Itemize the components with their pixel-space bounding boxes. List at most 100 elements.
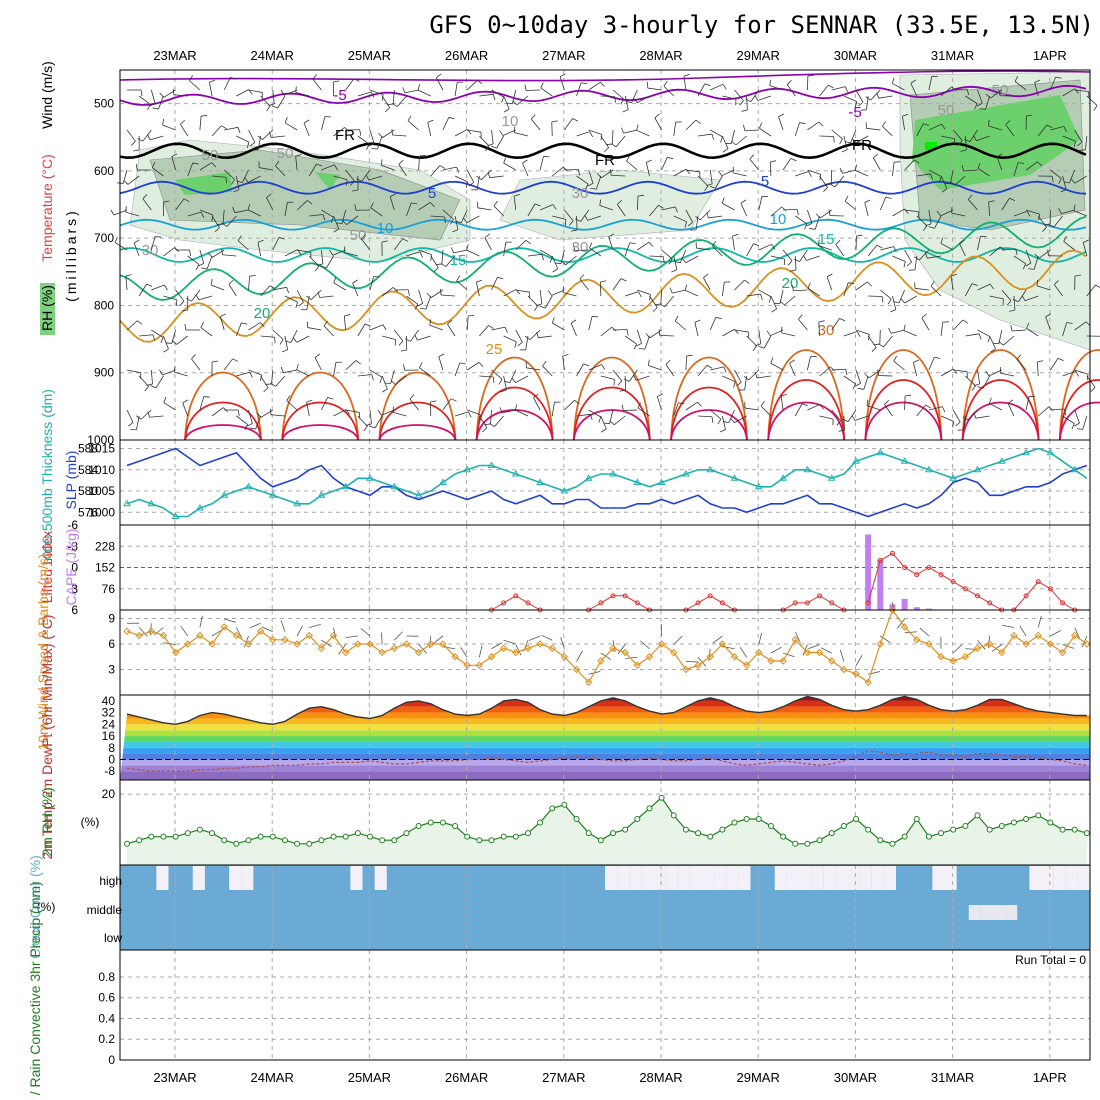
wind-barb-flag (985, 370, 990, 377)
wind-barb-flag (858, 101, 864, 107)
wind-barb (977, 236, 981, 251)
contour-label: 20 (254, 305, 271, 322)
wind-barb (918, 249, 930, 261)
wind-barb (419, 367, 431, 377)
wind-barb-flag (867, 281, 872, 287)
wind-barb (892, 162, 895, 177)
wind-barb (798, 319, 808, 331)
wind-barb (608, 236, 614, 251)
wind-barb-flag (414, 304, 419, 310)
wind-barb-flag (165, 342, 172, 344)
wind-barb-flag (411, 202, 418, 205)
wind-barb-flag (230, 77, 237, 80)
wind-barb (392, 411, 407, 417)
wind-barb-flag (828, 84, 834, 89)
wind-barb (345, 169, 355, 182)
wind-barb-flag (722, 420, 729, 424)
wind-barb-flag (838, 429, 845, 432)
wind-barb-flag (322, 214, 326, 221)
wind-speed-point (876, 640, 885, 648)
rh-area-high (912, 95, 1080, 190)
contour-label: 30 (572, 239, 589, 256)
wind-barb-flag (385, 107, 391, 113)
wind-barb-flag (950, 273, 957, 277)
wind-barb (784, 295, 796, 306)
wind-barb (916, 404, 926, 417)
rh-point (658, 794, 665, 801)
wind-barb-flag (249, 142, 256, 147)
wind-barb (659, 334, 674, 337)
wind-barb (916, 173, 931, 177)
wind-barb (187, 255, 200, 265)
wind-barb-flag (1093, 105, 1098, 111)
wind-barb-flag (952, 421, 955, 428)
wind-barb (559, 76, 565, 91)
wind-barb (579, 278, 590, 291)
wind-barb (880, 635, 891, 644)
cloud-clear-high (641, 866, 654, 890)
wind-barb (443, 646, 456, 650)
wind-barb (454, 362, 461, 377)
wind-speed-point (1083, 640, 1091, 648)
wind-barb (637, 289, 651, 295)
wind-barb-flag (499, 407, 503, 414)
wind-barb-flag (1058, 208, 1062, 214)
date-label-top: 27MAR (542, 48, 585, 63)
wind-barb (198, 295, 213, 301)
wind-barb (541, 634, 553, 641)
wind-barb (855, 329, 870, 335)
cloud-clear-high (871, 866, 885, 890)
wind-barb-flag (184, 324, 187, 331)
wind-barb (515, 375, 529, 383)
run-total: Run Total = 0 (1015, 953, 1086, 967)
wind-barb-flag (547, 290, 552, 296)
tick-label: -3 (67, 539, 78, 553)
wind-barb (880, 246, 894, 251)
wind-barb-flag (921, 313, 927, 319)
wind-barb (674, 320, 687, 331)
wind-barb-flag (893, 301, 900, 304)
tick-label: (%) (37, 900, 56, 914)
wind-barb-flag (1009, 309, 1016, 312)
wind-barb-flag (940, 237, 944, 244)
wind-barb (224, 618, 236, 623)
wind-barb (369, 89, 384, 96)
rh-area-high (315, 172, 340, 190)
wind-barb (308, 255, 320, 267)
wind-barb (150, 236, 156, 251)
wind-barb (820, 647, 832, 654)
tick-label: 3 (108, 663, 115, 677)
wind-barb (513, 196, 517, 211)
wind-barb (404, 89, 419, 94)
rh-area-max (925, 142, 937, 150)
wind-barb (1012, 329, 1027, 332)
wind-speed-point (937, 653, 945, 661)
wind-barb (617, 644, 626, 655)
thickness-axis-label: 1000-500mb Thickness (dm) (39, 389, 55, 567)
thickness-point (196, 504, 204, 511)
wind-barb-flag (336, 222, 343, 224)
wind-barb-flag (503, 157, 507, 164)
wind-speed-point (512, 648, 520, 657)
wind-barb (794, 122, 800, 137)
wind-barb-flag (179, 300, 185, 306)
wind-barb-flag (257, 135, 263, 140)
cloud-clear-high (350, 866, 363, 890)
wind-barb-flag (668, 258, 673, 265)
wind-barb (284, 249, 298, 257)
wind-barb-flag (191, 354, 196, 360)
wind-barb-flag (286, 395, 291, 401)
contour-label: FR (852, 137, 872, 154)
wind-barb (612, 89, 624, 100)
wind-barb (826, 276, 833, 291)
wind-barb-flag (182, 399, 189, 404)
wind-barb-flag (236, 180, 243, 183)
wind-barb (502, 409, 516, 414)
wind-barb-flag (530, 114, 536, 120)
wind-barb-flag (758, 122, 763, 129)
wind-barb (125, 276, 128, 291)
thickness-point (560, 487, 569, 494)
wind-barb-flag (359, 129, 362, 136)
wind-barb-flag (203, 396, 210, 398)
wind-barb (1050, 408, 1065, 411)
